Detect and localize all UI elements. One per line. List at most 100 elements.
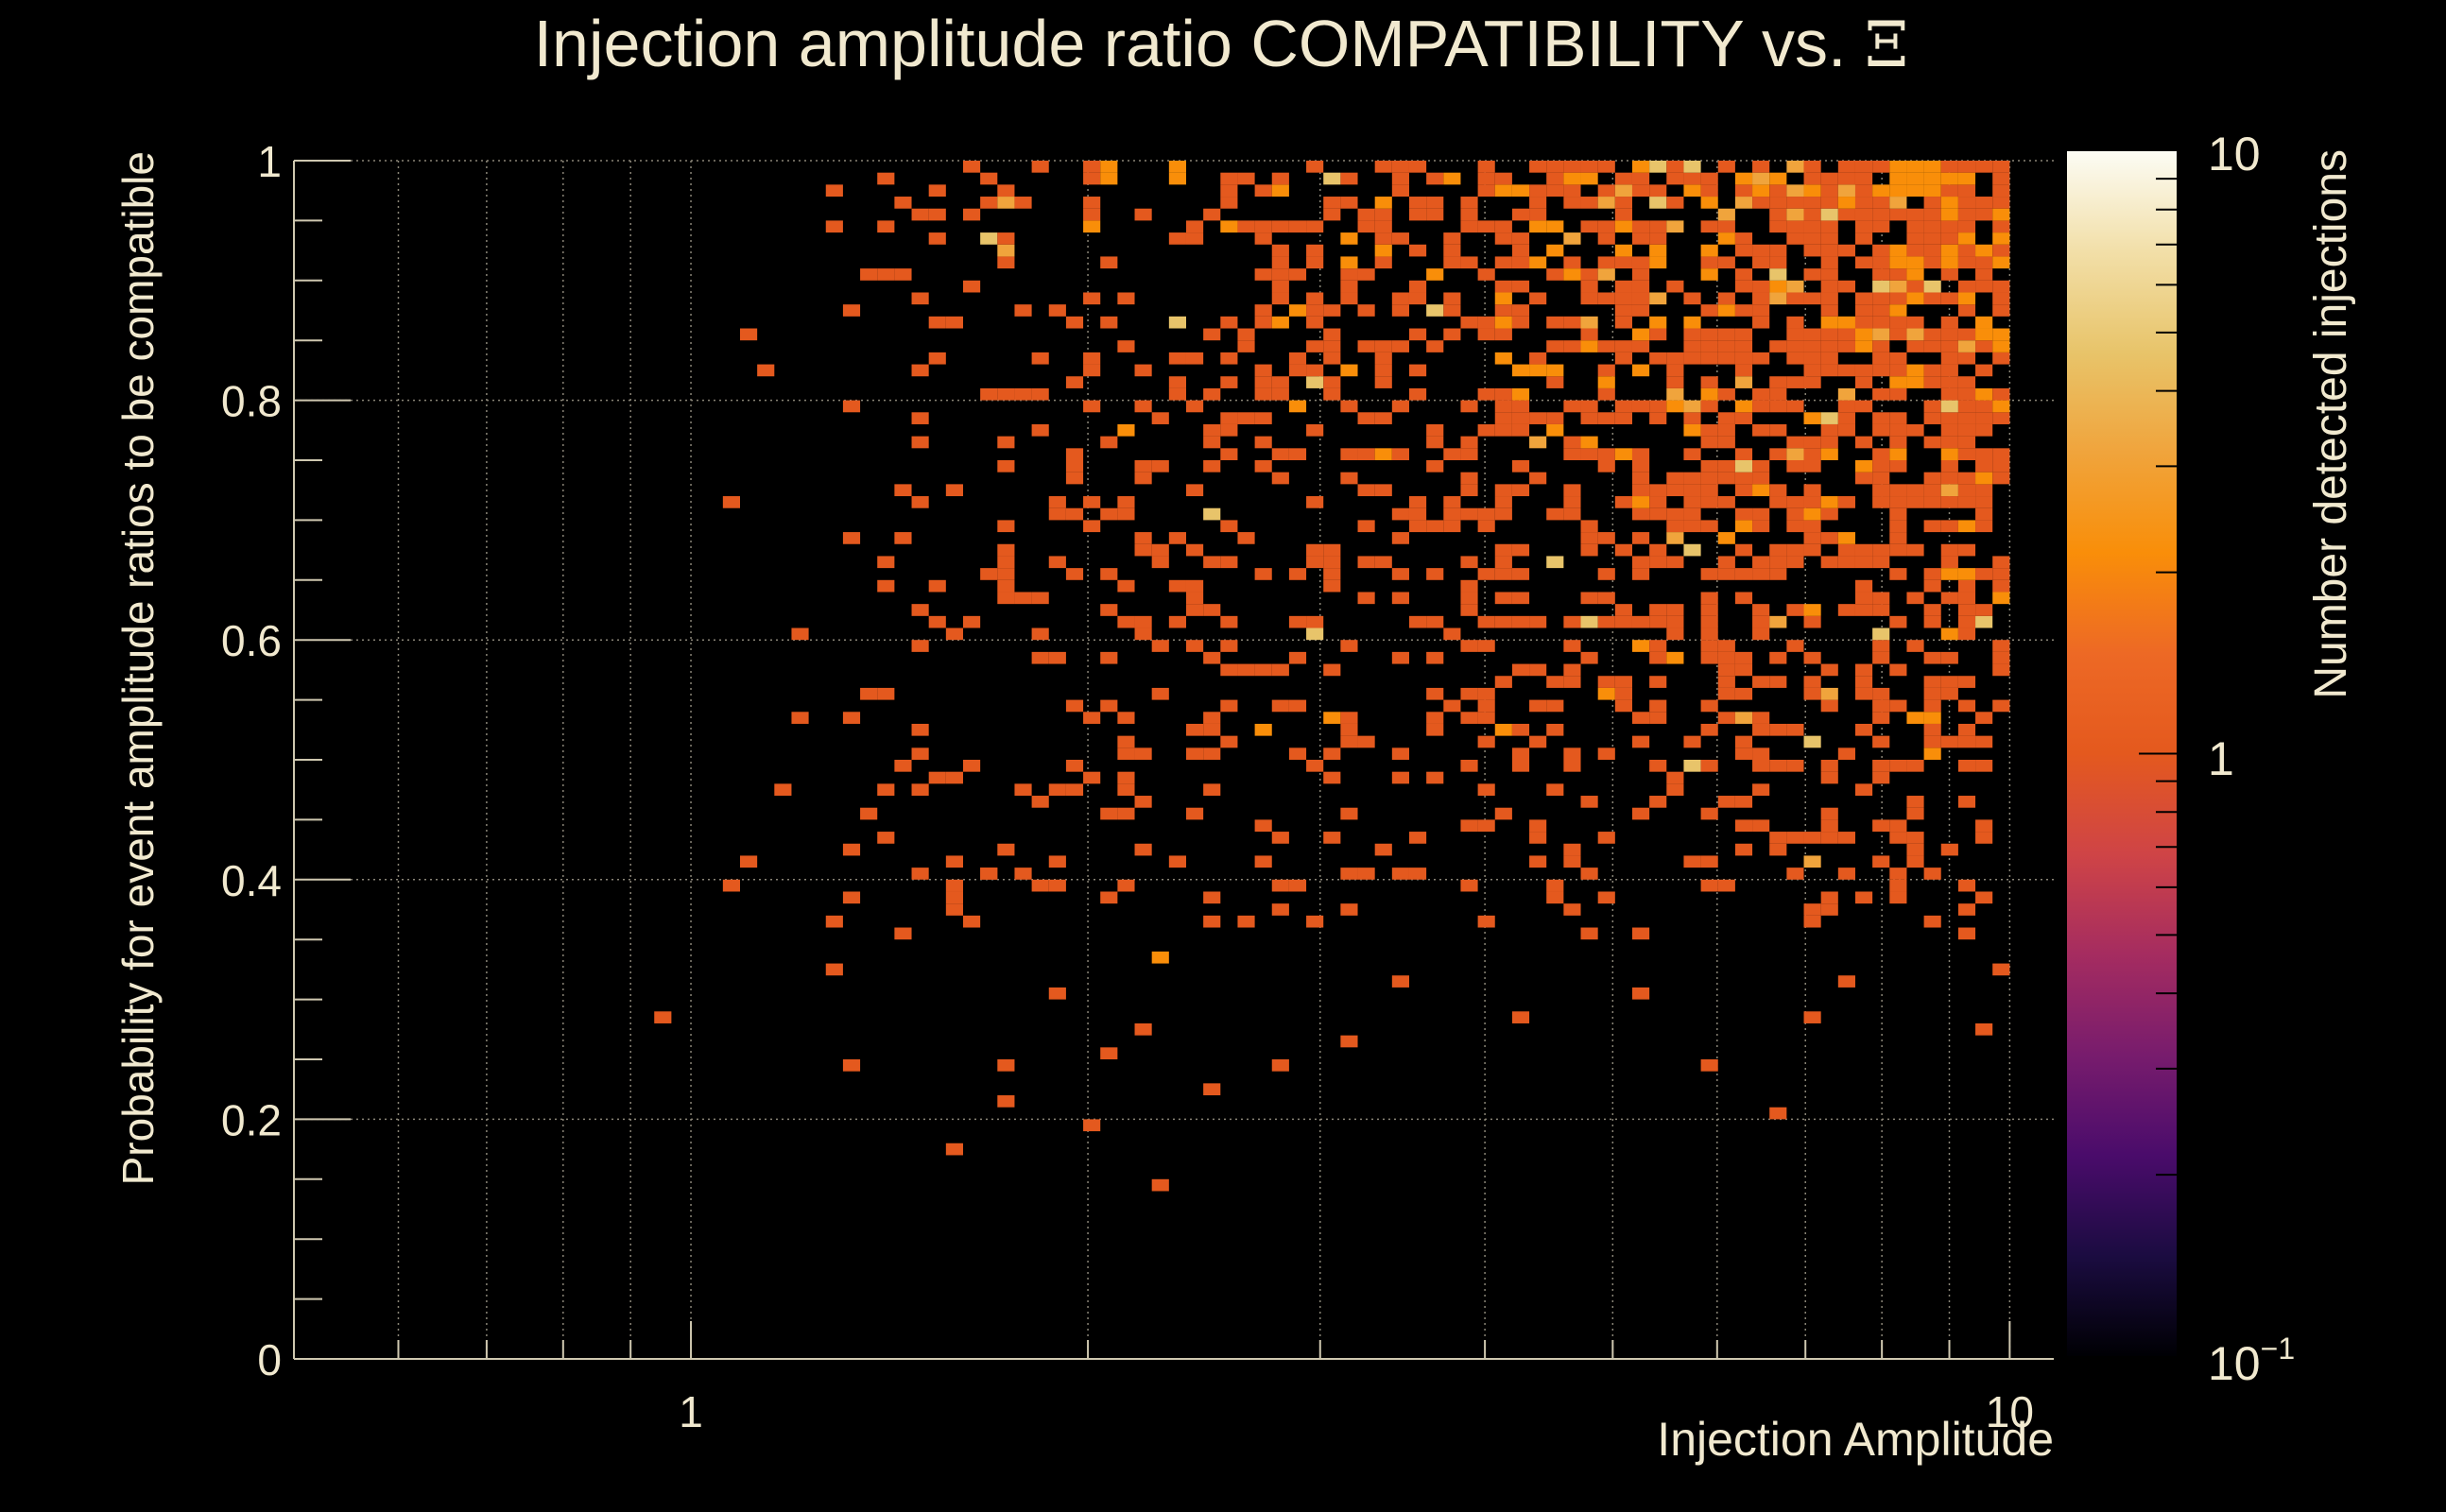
- heatmap-bin: [1511, 747, 1530, 760]
- heatmap-bin: [1306, 340, 1324, 352]
- heatmap-bin: [1237, 412, 1255, 424]
- heatmap-bin: [997, 592, 1015, 605]
- heatmap-bin: [842, 712, 861, 724]
- heatmap-bin: [1357, 448, 1375, 460]
- heatmap-bin: [997, 197, 1015, 209]
- heatmap-bin: [1803, 268, 1821, 281]
- heatmap-bin: [1649, 543, 1667, 557]
- heatmap-bin: [1563, 496, 1581, 508]
- heatmap-bin: [1734, 364, 1753, 377]
- heatmap-bin: [1203, 604, 1221, 616]
- x-axis-label: Injection Amplitude: [1657, 1413, 2054, 1466]
- heatmap-bin: [1923, 256, 1941, 269]
- heatmap-bin: [1408, 197, 1427, 209]
- heatmap-bin: [1923, 520, 1941, 533]
- heatmap-bin: [1340, 292, 1358, 305]
- heatmap-bin: [911, 868, 929, 880]
- heatmap-bin: [1597, 412, 1615, 424]
- heatmap-bin: [1477, 687, 1495, 700]
- heatmap-bin: [1872, 268, 1890, 281]
- heatmap-bin: [1717, 712, 1735, 724]
- heatmap-bin: [1563, 640, 1581, 652]
- heatmap-bin: [894, 760, 912, 772]
- heatmap-bin: [1906, 364, 1924, 377]
- heatmap-bin: [1803, 507, 1821, 521]
- heatmap-bin: [1906, 376, 1924, 388]
- heatmap-bin: [1631, 735, 1650, 748]
- heatmap-bin: [1683, 328, 1701, 341]
- heatmap-bin: [980, 172, 998, 185]
- heatmap-bin: [1426, 615, 1444, 628]
- heatmap-bin: [1820, 340, 1838, 352]
- heatmap-bin: [1666, 472, 1684, 485]
- heatmap-bin: [1649, 676, 1667, 688]
- heatmap-bin: [1357, 340, 1375, 352]
- colorbar-min-exponent: −1: [2261, 1332, 2295, 1366]
- heatmap-bin: [739, 855, 758, 868]
- heatmap-bin: [1666, 651, 1684, 664]
- heatmap-bin: [1872, 687, 1890, 700]
- heatmap-bin: [1168, 855, 1186, 868]
- heatmap-bin: [1580, 400, 1598, 413]
- heatmap-bin: [1323, 579, 1341, 593]
- heatmap-bin: [1872, 197, 1890, 209]
- heatmap-bin: [1717, 568, 1735, 580]
- heatmap-bin: [1889, 423, 1907, 437]
- heatmap-bin: [1580, 412, 1598, 424]
- heatmap-bin: [1134, 208, 1152, 221]
- heatmap-bin: [1031, 592, 1049, 605]
- heatmap-bin: [1631, 807, 1650, 820]
- heatmap-bin: [1511, 304, 1530, 317]
- heatmap-bin: [1357, 208, 1375, 221]
- heatmap-bin: [1443, 292, 1461, 305]
- heatmap-bin: [1614, 676, 1632, 688]
- heatmap-bin: [1889, 760, 1907, 772]
- heatmap-bin: [1854, 316, 1873, 329]
- heatmap-bin: [1717, 387, 1735, 401]
- heatmap-bin: [1803, 292, 1821, 305]
- heatmap-bin: [1906, 712, 1924, 724]
- heatmap-bin: [1511, 723, 1530, 736]
- heatmap-bin: [1906, 328, 1924, 341]
- heatmap-bin: [1460, 579, 1478, 593]
- heatmap-bin: [1408, 280, 1427, 293]
- heatmap-bin: [1631, 328, 1650, 341]
- heatmap-bin: [1717, 352, 1735, 365]
- heatmap-bin: [1597, 376, 1615, 388]
- heatmap-bin: [1992, 172, 2010, 185]
- heatmap-bin: [1048, 879, 1066, 892]
- heatmap-bin: [1666, 172, 1684, 185]
- heatmap-bin: [1494, 172, 1512, 185]
- heatmap-bin: [1820, 292, 1838, 305]
- heatmap-bin: [1786, 376, 1804, 388]
- heatmap-bin: [1854, 364, 1873, 377]
- colorbar-min-label: 10−1: [2208, 1332, 2295, 1390]
- heatmap-bin: [1340, 280, 1358, 293]
- heatmap-bin: [1666, 220, 1684, 233]
- heatmap-bin: [1872, 472, 1890, 485]
- heatmap-bin: [1631, 640, 1650, 652]
- heatmap-bin: [1494, 184, 1512, 198]
- heatmap-bin: [928, 208, 946, 221]
- heatmap-bin: [1734, 472, 1753, 485]
- heatmap-bin: [1426, 687, 1444, 700]
- heatmap-bin: [1975, 760, 1993, 772]
- heatmap-bin: [1734, 687, 1753, 700]
- heatmap-bin: [1185, 220, 1204, 233]
- heatmap-bin: [1717, 676, 1735, 688]
- heatmap-bin: [1889, 197, 1907, 209]
- heatmap-bin: [1820, 903, 1838, 916]
- heatmap-bin: [1734, 412, 1753, 424]
- heatmap-bin: [1957, 197, 1976, 209]
- heatmap-bin: [1460, 760, 1478, 772]
- heatmap-bin: [1975, 819, 1993, 833]
- heatmap-bin: [1151, 460, 1169, 472]
- heatmap-bin: [1357, 735, 1375, 748]
- heatmap-bin: [1717, 472, 1735, 485]
- color-scale-ticks: [2139, 178, 2177, 1177]
- heatmap-bin: [945, 627, 963, 641]
- heatmap-bin: [1786, 352, 1804, 365]
- heatmap-bin: [1443, 328, 1461, 341]
- heatmap-bin: [1752, 819, 1770, 833]
- heatmap-bin: [1940, 197, 1958, 209]
